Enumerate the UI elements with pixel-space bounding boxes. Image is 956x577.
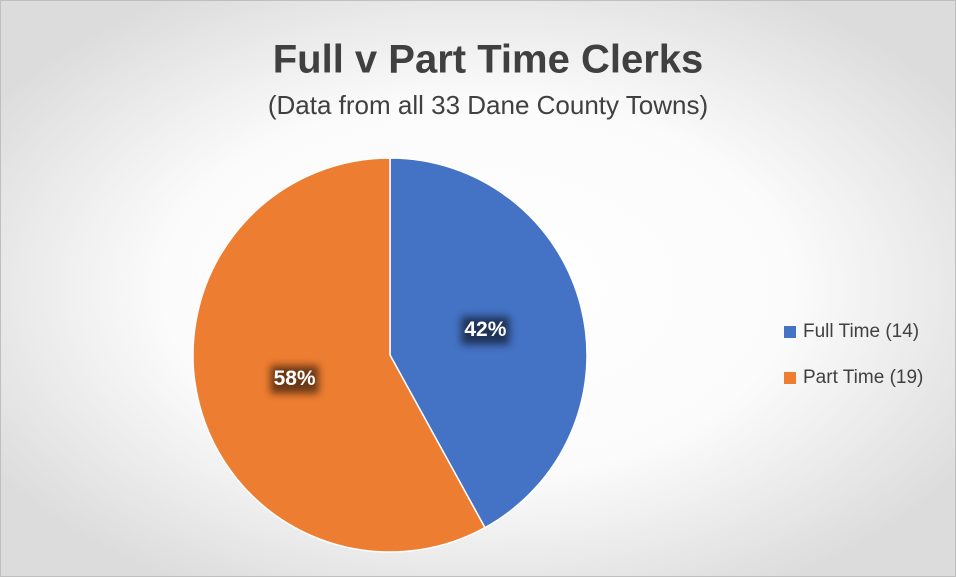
- chart-title: Full v Part Time Clerks: [273, 38, 704, 82]
- legend-label: Full Time (14): [803, 321, 919, 342]
- legend-swatch: [784, 326, 796, 338]
- pie-slice: [192, 157, 486, 553]
- data-label-shadow: [461, 316, 510, 345]
- legend-swatch: [784, 372, 796, 384]
- data-label: 58%: [274, 367, 316, 390]
- legend-label: Part Time (19): [803, 367, 923, 388]
- data-label: 42%: [464, 318, 506, 341]
- chart-subtitle: (Data from all 33 Dane County Towns): [268, 90, 708, 120]
- data-label-shadow: [270, 365, 319, 394]
